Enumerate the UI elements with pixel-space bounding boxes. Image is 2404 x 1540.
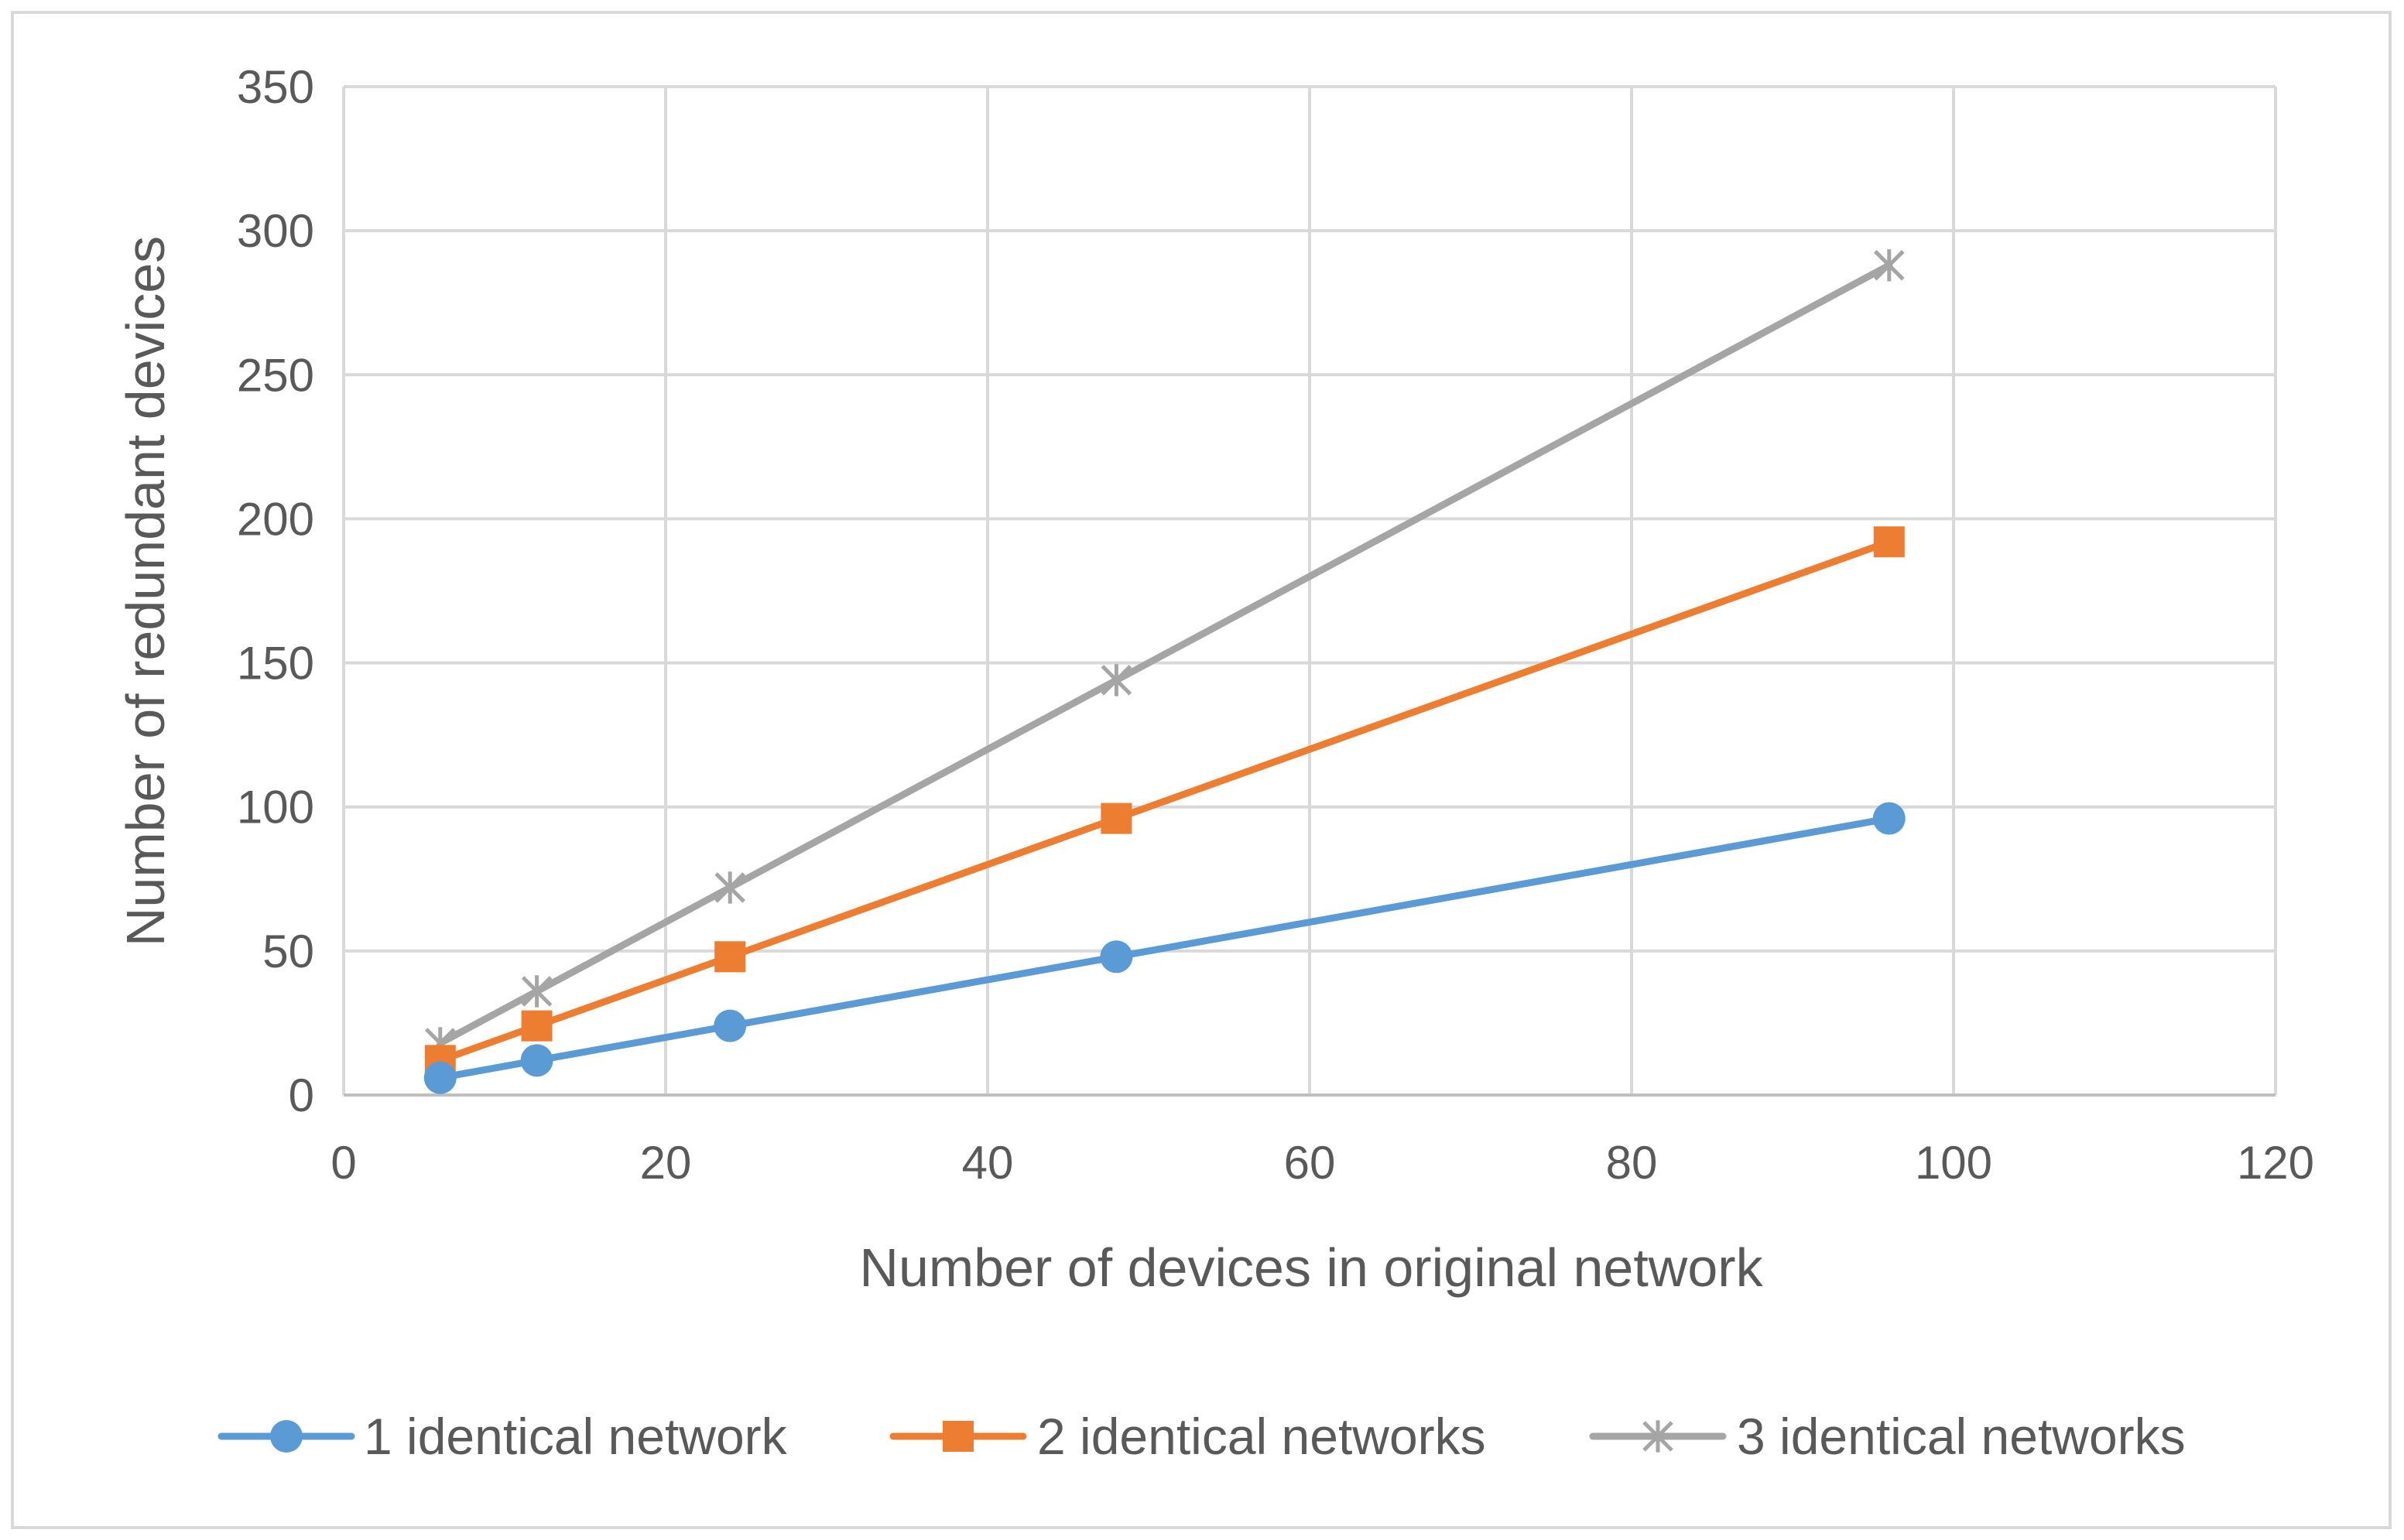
data-point: [714, 871, 745, 904]
data-point: [714, 1009, 747, 1042]
legend-marker: [270, 1420, 303, 1453]
y-axis-title: Number of redundant devices: [115, 236, 176, 946]
data-point: [423, 1061, 457, 1094]
data-point: [1101, 803, 1132, 834]
x-tick-label: 20: [640, 1137, 692, 1189]
legend-marker: [1642, 1420, 1673, 1453]
series-1: [423, 802, 1906, 1094]
data-point: [520, 1044, 553, 1077]
y-tick-label: 300: [237, 205, 314, 257]
series-line: [437, 815, 1893, 1082]
x-axis-title: Number of devices in original network: [859, 1237, 1763, 1298]
x-axis-ticks: 0 20 40 60 80 100 120: [330, 1137, 2314, 1189]
y-tick-label: 0: [289, 1069, 314, 1121]
series-3: [425, 249, 1905, 1059]
data-point: [521, 975, 553, 1008]
data-point: [1873, 526, 1905, 558]
x-tick-label: 80: [1606, 1137, 1658, 1189]
data-point: [714, 941, 746, 973]
data-point: [1874, 249, 1905, 282]
x-tick-label: 0: [330, 1137, 356, 1189]
series-2: [424, 526, 1905, 1076]
x-tick-label: 40: [962, 1137, 1014, 1189]
legend-item: 3 identical networks: [1589, 1408, 2186, 1465]
y-axis-ticks: 0 50 100 150 200 250 300 350: [237, 61, 314, 1121]
data-point: [521, 1010, 553, 1042]
y-tick-label: 150: [237, 638, 314, 690]
legend-label: 3 identical networks: [1737, 1408, 2186, 1465]
x-tick-label: 100: [1915, 1137, 1992, 1189]
series-lines: [423, 249, 1906, 1094]
x-tick-label: 60: [1284, 1137, 1336, 1189]
data-point: [1100, 940, 1133, 974]
legend-label: 1 identical network: [364, 1408, 788, 1465]
legend-item: 2 identical networks: [889, 1408, 1486, 1465]
series-line: [437, 262, 1893, 1047]
gridlines: [342, 85, 2277, 1097]
legend-item: 1 identical network: [217, 1408, 788, 1465]
y-tick-label: 100: [237, 782, 314, 833]
legend-label: 2 identical networks: [1037, 1408, 1486, 1465]
y-tick-label: 50: [262, 926, 314, 977]
x-tick-label: 120: [2237, 1137, 2314, 1189]
legend-marker: [943, 1421, 974, 1452]
data-point: [1101, 664, 1132, 696]
data-point: [1872, 802, 1906, 835]
chart-frame: [11, 11, 2392, 1529]
legend: 1 identical network 2 identical networks 3…: [217, 1408, 2186, 1465]
y-tick-label: 200: [237, 493, 314, 545]
y-tick-label: 350: [237, 61, 314, 113]
series-line: [437, 538, 1893, 1064]
y-tick-label: 250: [237, 349, 314, 401]
